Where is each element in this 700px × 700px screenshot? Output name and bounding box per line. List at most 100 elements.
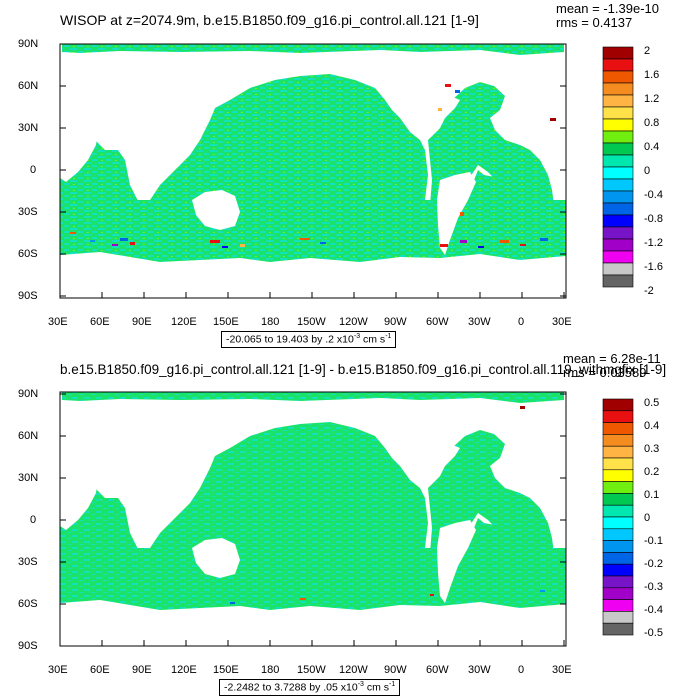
lon-label: 90W bbox=[384, 316, 407, 328]
range-prefix: -2.2482 to 3.7288 by .05 x10 bbox=[224, 681, 358, 694]
colorbar-1 bbox=[602, 46, 634, 288]
range-unit: cm s bbox=[363, 681, 390, 694]
arctic-ocean bbox=[62, 44, 564, 55]
lon-label: 90W bbox=[384, 664, 407, 676]
colorbar-swatch bbox=[602, 611, 634, 624]
colorbar-swatch bbox=[602, 190, 634, 204]
colorbar-label: 1.6 bbox=[644, 69, 660, 81]
contour-range-box-2: -2.2482 to 3.7288 by .05 x10-3 cm s-1 bbox=[219, 679, 401, 696]
panel-1-rms: rms = 0.4137 bbox=[556, 15, 633, 30]
colorbar-swatch bbox=[602, 94, 634, 108]
speckles-panel-2 bbox=[230, 406, 545, 604]
lon-label: 90E bbox=[132, 316, 152, 328]
colorbar-swatch bbox=[602, 154, 634, 168]
map-frame-1 bbox=[59, 43, 567, 299]
colorbar-swatch bbox=[602, 599, 634, 612]
colorbar-label: -0.8 bbox=[644, 213, 663, 225]
colorbar-swatch bbox=[602, 178, 634, 192]
colorbar-swatch bbox=[602, 422, 634, 435]
lon-label: 180 bbox=[261, 316, 280, 328]
colorbar-swatch bbox=[602, 238, 634, 252]
lon-label: 120W bbox=[339, 316, 368, 328]
colorbar-swatch bbox=[602, 398, 634, 412]
colorbar-swatch bbox=[602, 457, 634, 471]
colorbar-swatch bbox=[602, 575, 634, 589]
map-panel-2 bbox=[60, 392, 566, 646]
lon-label: 0 bbox=[518, 664, 525, 676]
colorbar-swatch bbox=[602, 540, 634, 553]
land-asia bbox=[95, 56, 385, 172]
colorbar-swatch bbox=[602, 82, 634, 96]
lon-label: 120E bbox=[171, 664, 197, 676]
colorbar-label: -0.1 bbox=[644, 535, 663, 547]
colorbar-swatch bbox=[602, 262, 634, 276]
colorbar-label: 0.2 bbox=[644, 466, 660, 478]
range-exp: -3 bbox=[353, 333, 361, 340]
colorbar-swatch bbox=[602, 552, 634, 565]
colorbar-swatch bbox=[602, 493, 634, 506]
colorbar-swatch bbox=[602, 622, 634, 636]
colorbar-swatch bbox=[602, 563, 634, 577]
lon-label: 150E bbox=[213, 316, 239, 328]
colorbar-swatch bbox=[602, 226, 634, 240]
colorbar-label: -1.6 bbox=[644, 261, 663, 273]
colorbar-label: -0.4 bbox=[644, 604, 663, 616]
panel-1-mean: mean = -1.39e-10 bbox=[556, 1, 659, 16]
colorbar-label: 0.5 bbox=[644, 397, 660, 409]
colorbar-swatch bbox=[602, 434, 634, 447]
lon-label: 120W bbox=[339, 664, 368, 676]
range-unit-exp: -1 bbox=[385, 333, 392, 340]
colorbar-swatch bbox=[602, 250, 634, 264]
colorbar-label: 0 bbox=[644, 512, 651, 524]
lon-label: 30W bbox=[468, 664, 491, 676]
map-panel-1 bbox=[60, 44, 566, 298]
map-frame-2 bbox=[59, 391, 567, 647]
colorbar-swatch bbox=[602, 202, 634, 216]
panel-2-mean: mean = 6.28e-11 bbox=[563, 351, 661, 366]
colorbar-swatch bbox=[602, 118, 634, 132]
colorbar-swatch bbox=[602, 587, 634, 600]
colorbar-label: -0.3 bbox=[644, 581, 663, 593]
land-australia bbox=[192, 190, 240, 230]
contour-range-box-1: -20.065 to 19.403 by .2 x10-3 cm s-1 bbox=[221, 331, 397, 348]
lon-ticks-2 bbox=[59, 640, 565, 646]
lon-label: 0 bbox=[518, 316, 525, 328]
land-africa bbox=[60, 118, 98, 182]
lat-label: 90S bbox=[18, 640, 38, 652]
lat-label: 90N bbox=[18, 388, 39, 400]
range-prefix: -20.065 to 19.403 by .2 x10 bbox=[226, 333, 354, 346]
colorbar-swatch bbox=[602, 142, 634, 156]
lat-label: 60N bbox=[18, 430, 39, 442]
colorbar-swatch bbox=[602, 410, 634, 423]
lon-ticks-1 bbox=[59, 292, 565, 298]
colorbar-swatch bbox=[602, 516, 634, 530]
lat-label: 30N bbox=[18, 122, 39, 134]
colorbar-label: 0.4 bbox=[644, 420, 660, 432]
lon-label: 30E bbox=[48, 316, 68, 328]
colorbar-label: -1.2 bbox=[644, 237, 663, 249]
lon-label: 60E bbox=[90, 316, 110, 328]
lat-label: 0 bbox=[30, 164, 37, 176]
lat-label: 60S bbox=[18, 598, 38, 610]
colorbar-swatch bbox=[602, 166, 634, 180]
lon-label: 30E bbox=[552, 664, 572, 676]
lon-label: 150W bbox=[297, 664, 326, 676]
colorbar-label: -0.5 bbox=[644, 627, 663, 639]
lon-label: 60W bbox=[426, 316, 449, 328]
lon-label: 30E bbox=[552, 316, 572, 328]
lon-label: 150E bbox=[213, 664, 239, 676]
lon-label: 60E bbox=[90, 664, 110, 676]
land-greenland bbox=[480, 56, 512, 84]
colorbar-label: -0.4 bbox=[644, 189, 663, 201]
colorbar-label: 2 bbox=[644, 45, 651, 57]
colorbar-swatch bbox=[602, 214, 634, 228]
colorbar-label: 0.8 bbox=[644, 117, 660, 129]
lat-label: 30S bbox=[18, 556, 38, 568]
colorbar-swatch bbox=[602, 481, 634, 494]
lat-label: 30N bbox=[18, 472, 39, 484]
lat-label: 60N bbox=[18, 80, 39, 92]
range-unit-exp: -1 bbox=[389, 681, 396, 688]
colorbar-label: -2 bbox=[644, 285, 654, 297]
colorbar-label: 0.4 bbox=[644, 141, 660, 153]
